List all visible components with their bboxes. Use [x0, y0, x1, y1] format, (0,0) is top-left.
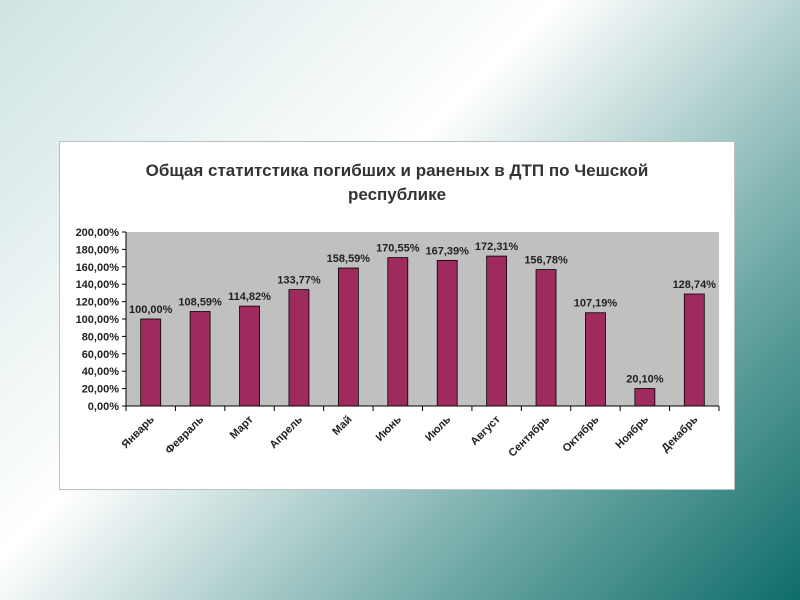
data-label: 156,78%	[524, 255, 568, 267]
category-label: Ноябрь	[613, 413, 651, 451]
y-tick-label: 120,00%	[76, 297, 120, 309]
chart-title-line-2: республике	[347, 185, 447, 204]
bar	[337, 267, 359, 407]
y-tick-label: 180,00%	[76, 244, 120, 256]
data-label: 20,10%	[626, 374, 664, 386]
bar	[486, 255, 508, 407]
category-label: Март	[228, 413, 256, 441]
category-label: Май	[330, 414, 354, 438]
category-label: Январь	[120, 413, 157, 450]
bar	[189, 311, 211, 407]
bar	[634, 388, 656, 407]
chart-title-line-1: Общая статитстика погибших и раненых в Д…	[145, 161, 649, 180]
bar	[535, 269, 557, 407]
bar	[239, 305, 260, 407]
data-label: 100,00%	[129, 304, 173, 316]
category-label: Июль	[423, 413, 453, 443]
bar	[140, 318, 162, 407]
y-tick-label: 20,00%	[82, 384, 120, 396]
data-label: 172,31%	[475, 241, 519, 253]
y-tick-label: 200,00%	[76, 227, 120, 239]
bar	[436, 259, 458, 407]
y-tick-label: 40,00%	[82, 366, 120, 378]
bar	[387, 257, 409, 407]
y-tick-label: 60,00%	[82, 349, 120, 361]
bar-chart: 0,00% 20,00% 40,00% 60,00% 80,00% 100,00% 120,…	[76, 227, 720, 459]
bar	[683, 293, 705, 407]
y-tick-label: 160,00%	[76, 262, 120, 274]
data-label: 107,19%	[574, 298, 618, 310]
category-label: Февраль	[163, 413, 206, 456]
data-label: 114,82%	[228, 291, 271, 303]
bar	[288, 289, 310, 407]
category-label: Декабрь	[659, 413, 700, 454]
y-tick-label: 80,00%	[82, 331, 120, 343]
category-label: Октябрь	[560, 413, 601, 454]
chart-panel: Общая статитстика погибших и раненых в Д…	[59, 141, 735, 490]
y-tick-label: 140,00%	[76, 279, 120, 291]
data-label: 128,74%	[673, 279, 717, 291]
category-label: Апрель	[267, 413, 305, 451]
y-tick-label: 100,00%	[76, 314, 120, 326]
category-label: Сентябрь	[506, 413, 552, 459]
data-label: 167,39%	[425, 245, 469, 257]
data-label: 108,59%	[178, 297, 222, 309]
data-label: 133,77%	[277, 275, 321, 287]
y-tick-label: 0,00%	[88, 401, 119, 413]
chart-title: Общая статитстика погибших и раненых в Д…	[60, 159, 734, 207]
bar	[585, 312, 606, 407]
category-label: Август	[468, 413, 503, 448]
data-label: 170,55%	[376, 243, 420, 255]
data-label: 158,59%	[327, 253, 371, 265]
plot-area	[126, 232, 719, 406]
category-label: Июнь	[374, 413, 404, 443]
